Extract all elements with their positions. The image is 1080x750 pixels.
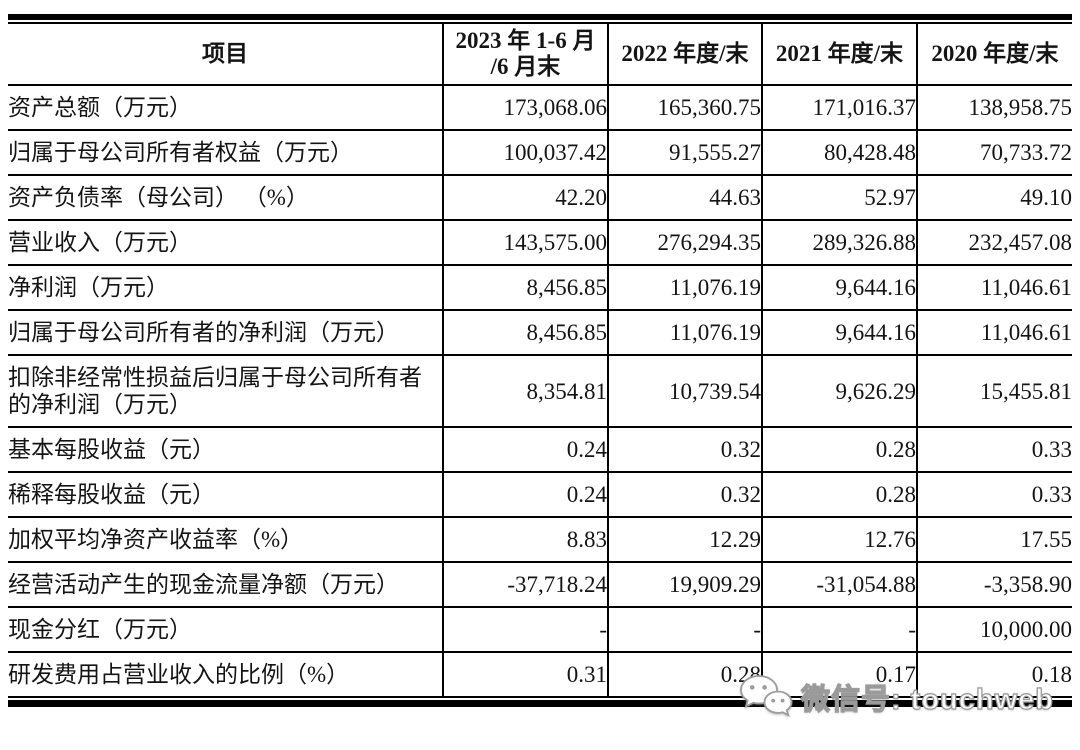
row-value: -31,054.88 — [761, 562, 917, 608]
row-value: 0.28 — [607, 652, 762, 698]
row-label: 研发费用占营业收入的比例（%） — [8, 652, 443, 698]
row-label: 归属于母公司所有者的净利润（万元） — [8, 310, 443, 356]
row-value: 9,626.29 — [761, 355, 917, 428]
row-value: 0.24 — [442, 472, 608, 518]
row-value: 0.33 — [916, 427, 1072, 473]
row-value: -3,358.90 — [916, 562, 1072, 608]
row-value: 52.97 — [761, 175, 917, 221]
table-row: 基本每股收益（元） 0.24 0.32 0.28 0.33 — [8, 427, 1072, 473]
row-value: 12.76 — [761, 517, 917, 563]
row-value: 8,456.85 — [442, 265, 608, 311]
row-value: 0.28 — [761, 427, 917, 473]
table-row: 营业收入（万元） 143,575.00 276,294.35 289,326.88 23… — [8, 220, 1072, 266]
row-value: 0.28 — [761, 472, 917, 518]
row-value: 8,456.85 — [442, 310, 608, 356]
row-value: - — [761, 607, 917, 653]
row-label: 净利润（万元） — [8, 265, 443, 311]
row-value: 0.32 — [607, 472, 762, 518]
key-indicators-table: 项目 2023 年 1-6 月 /6 月末 2022 年度/末 2021 年度/… — [8, 22, 1072, 698]
row-value: 91,555.27 — [607, 130, 762, 176]
row-value: 19,909.29 — [607, 562, 762, 608]
row-value: 9,644.16 — [761, 310, 917, 356]
row-value: 11,076.19 — [607, 265, 762, 311]
row-label: 营业收入（万元） — [8, 220, 443, 266]
table-row: 研发费用占营业收入的比例（%） 0.31 0.28 0.17 0.18 — [8, 652, 1072, 698]
row-value: 11,046.61 — [916, 310, 1072, 356]
row-value: 10,739.54 — [607, 355, 762, 428]
row-value: 10,000.00 — [916, 607, 1072, 653]
row-value: 8.83 — [442, 517, 608, 563]
table-header-row: 项目 2023 年 1-6 月 /6 月末 2022 年度/末 2021 年度/… — [8, 23, 1072, 86]
header-period-2022: 2022 年度/末 — [607, 23, 762, 86]
row-value: 11,046.61 — [916, 265, 1072, 311]
row-label: 现金分红（万元） — [8, 607, 443, 653]
row-value: - — [442, 607, 608, 653]
row-value: 11,076.19 — [607, 310, 762, 356]
table-row: 归属于母公司所有者权益（万元） 100,037.42 91,555.27 80,428… — [8, 130, 1072, 176]
row-value: 171,016.37 — [761, 85, 917, 131]
row-value: - — [607, 607, 762, 653]
row-value: 42.20 — [442, 175, 608, 221]
table-row: 稀释每股收益（元） 0.24 0.32 0.28 0.33 — [8, 472, 1072, 518]
table-row: 净利润（万元） 8,456.85 11,076.19 9,644.16 11,046.6… — [8, 265, 1072, 311]
row-value: 0.17 — [761, 652, 917, 698]
row-value: 0.24 — [442, 427, 608, 473]
table-row: 加权平均净资产收益率（%） 8.83 12.29 12.76 17.55 — [8, 517, 1072, 563]
row-label: 扣除非经常性损益后归属于母公司所有者的净利润（万元） — [8, 355, 443, 428]
header-period-2021: 2021 年度/末 — [761, 23, 917, 86]
row-label: 经营活动产生的现金流量净额（万元） — [8, 562, 443, 608]
table-row: 扣除非经常性损益后归属于母公司所有者的净利润（万元） 8,354.81 10,739… — [8, 355, 1072, 428]
row-label: 归属于母公司所有者权益（万元） — [8, 130, 443, 176]
row-value: 0.32 — [607, 427, 762, 473]
table-row: 经营活动产生的现金流量净额（万元） -37,718.24 19,909.29 -31,… — [8, 562, 1072, 608]
row-label: 基本每股收益（元） — [8, 427, 443, 473]
header-item-column: 项目 — [8, 23, 443, 86]
table-row: 资产总额（万元） 173,068.06 165,360.75 171,016.37 13… — [8, 85, 1072, 131]
row-value: 165,360.75 — [607, 85, 762, 131]
row-value: 100,037.42 — [442, 130, 608, 176]
row-label: 资产总额（万元） — [8, 85, 443, 131]
row-value: 0.33 — [916, 472, 1072, 518]
row-value: 143,575.00 — [442, 220, 608, 266]
row-value: 17.55 — [916, 517, 1072, 563]
row-value: 15,455.81 — [916, 355, 1072, 428]
table-row: 现金分红（万元） - - -10,000.00 — [8, 607, 1072, 653]
row-value: 0.31 — [442, 652, 608, 698]
row-value: 138,958.75 — [916, 85, 1072, 131]
table-row: 资产负债率（母公司） （%） 42.20 44.63 52.97 49.10 — [8, 175, 1072, 221]
row-value: 276,294.35 — [607, 220, 762, 266]
header-period-2023h1: 2023 年 1-6 月 /6 月末 — [442, 23, 608, 86]
row-value: 173,068.06 — [442, 85, 608, 131]
row-label: 资产负债率（母公司） （%） — [8, 175, 443, 221]
header-period-2020: 2020 年度/末 — [916, 23, 1072, 86]
row-value: 70,733.72 — [916, 130, 1072, 176]
row-value: 0.18 — [916, 652, 1072, 698]
row-value: 9,644.16 — [761, 265, 917, 311]
row-label: 稀释每股收益（元） — [8, 472, 443, 518]
row-value: 49.10 — [916, 175, 1072, 221]
row-value: 44.63 — [607, 175, 762, 221]
row-value: 8,354.81 — [442, 355, 608, 428]
row-value: 12.29 — [607, 517, 762, 563]
row-label: 加权平均净资产收益率（%） — [8, 517, 443, 563]
row-value: -37,718.24 — [442, 562, 608, 608]
row-value: 232,457.08 — [916, 220, 1072, 266]
financial-summary-table: 项目 2023 年 1-6 月 /6 月末 2022 年度/末 2021 年度/… — [8, 14, 1072, 707]
table-row: 归属于母公司所有者的净利润（万元） 8,456.85 11,076.19 9,644.… — [8, 310, 1072, 356]
row-value: 289,326.88 — [761, 220, 917, 266]
row-value: 80,428.48 — [761, 130, 917, 176]
